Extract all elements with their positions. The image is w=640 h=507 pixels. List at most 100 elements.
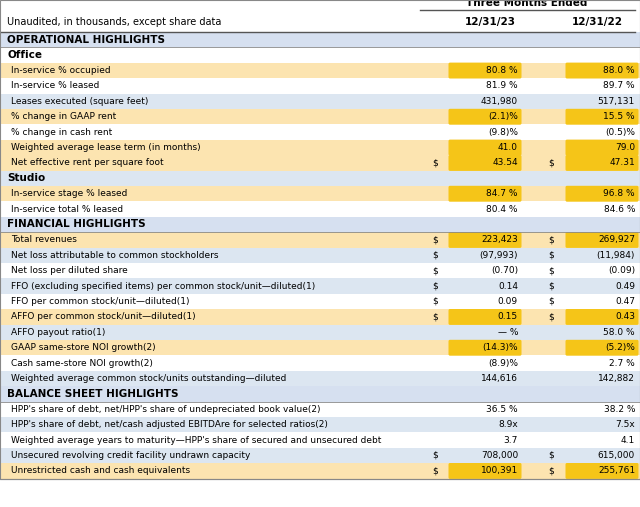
Text: 2.7 %: 2.7 %	[609, 358, 635, 368]
Text: HPP's share of debt, net/cash adjusted EBITDAre for selected ratios(2): HPP's share of debt, net/cash adjusted E…	[11, 420, 328, 429]
Text: $: $	[432, 281, 438, 291]
Text: Net effective rent per square foot: Net effective rent per square foot	[11, 158, 164, 167]
Text: 84.7 %: 84.7 %	[486, 189, 518, 198]
Bar	[0, 232, 640, 247]
Text: 708,000: 708,000	[481, 451, 518, 460]
Text: 58.0 %: 58.0 %	[604, 328, 635, 337]
Text: AFFO per common stock/unit—diluted(1): AFFO per common stock/unit—diluted(1)	[11, 312, 196, 321]
Text: Cash same-store NOI growth(2): Cash same-store NOI growth(2)	[11, 358, 153, 368]
Text: 7.5x: 7.5x	[615, 420, 635, 429]
Text: 12/31/22: 12/31/22	[572, 17, 623, 27]
Bar	[0, 355, 640, 371]
Text: (0.09): (0.09)	[608, 266, 635, 275]
Text: % change in cash rent: % change in cash rent	[11, 128, 112, 136]
Bar	[0, 463, 640, 479]
Text: FINANCIAL HIGHLIGHTS: FINANCIAL HIGHLIGHTS	[7, 220, 146, 230]
Text: 0.14: 0.14	[498, 281, 518, 291]
Bar	[0, 109, 640, 124]
Text: 144,616: 144,616	[481, 374, 518, 383]
Text: Three Months Ended: Three Months Ended	[467, 0, 588, 8]
Text: Weighted average years to maturity—HPP's share of secured and unsecured debt: Weighted average years to maturity—HPP's…	[11, 436, 381, 445]
FancyBboxPatch shape	[566, 340, 639, 356]
Text: 38.2 %: 38.2 %	[604, 405, 635, 414]
FancyBboxPatch shape	[449, 139, 522, 156]
FancyBboxPatch shape	[449, 186, 522, 202]
Text: (0.70): (0.70)	[491, 266, 518, 275]
Text: 79.0: 79.0	[615, 143, 635, 152]
Text: $: $	[432, 312, 438, 321]
Text: 615,000: 615,000	[598, 451, 635, 460]
Text: In-service % occupied: In-service % occupied	[11, 66, 111, 75]
Text: 36.5 %: 36.5 %	[486, 405, 518, 414]
Text: FFO per common stock/unit—diluted(1): FFO per common stock/unit—diluted(1)	[11, 297, 189, 306]
Text: $: $	[548, 281, 554, 291]
Text: $: $	[432, 297, 438, 306]
Text: Office: Office	[7, 50, 42, 60]
Text: Leases executed (square feet): Leases executed (square feet)	[11, 97, 148, 106]
Text: $: $	[548, 235, 554, 244]
Text: $: $	[548, 466, 554, 476]
Text: 0.49: 0.49	[615, 281, 635, 291]
Text: (14.3)%: (14.3)%	[483, 343, 518, 352]
Text: 80.4 %: 80.4 %	[486, 205, 518, 213]
FancyBboxPatch shape	[566, 139, 639, 156]
Text: Unrestricted cash and cash equivalents: Unrestricted cash and cash equivalents	[11, 466, 190, 476]
Bar	[0, 170, 640, 186]
Text: 0.43: 0.43	[615, 312, 635, 321]
FancyBboxPatch shape	[566, 109, 639, 125]
Bar	[0, 263, 640, 278]
Bar	[0, 47, 640, 63]
Text: $: $	[548, 158, 554, 167]
Bar	[0, 186, 640, 201]
Bar	[0, 324, 640, 340]
Text: $: $	[432, 266, 438, 275]
Text: In-service stage % leased: In-service stage % leased	[11, 189, 127, 198]
Bar	[0, 217, 640, 232]
Text: GAAP same-store NOI growth(2): GAAP same-store NOI growth(2)	[11, 343, 156, 352]
FancyBboxPatch shape	[566, 463, 639, 479]
Bar	[0, 309, 640, 324]
Bar	[0, 155, 640, 170]
Bar	[0, 294, 640, 309]
Bar	[0, 140, 640, 155]
Bar	[0, 432, 640, 448]
FancyBboxPatch shape	[449, 155, 522, 171]
Text: (8.9)%: (8.9)%	[488, 358, 518, 368]
Text: 100,391: 100,391	[481, 466, 518, 476]
Text: 223,423: 223,423	[481, 235, 518, 244]
Bar	[0, 78, 640, 94]
Text: BALANCE SHEET HIGHLIGHTS: BALANCE SHEET HIGHLIGHTS	[7, 389, 179, 399]
Text: 0.09: 0.09	[498, 297, 518, 306]
Bar	[0, 386, 640, 402]
Bar	[0, 94, 640, 109]
Text: 517,131: 517,131	[598, 97, 635, 106]
Text: $: $	[432, 251, 438, 260]
Text: OPERATIONAL HIGHLIGHTS: OPERATIONAL HIGHLIGHTS	[7, 34, 165, 45]
Text: 80.8 %: 80.8 %	[486, 66, 518, 75]
Text: % change in GAAP rent: % change in GAAP rent	[11, 112, 116, 121]
Text: 41.0: 41.0	[498, 143, 518, 152]
Text: 12/31/23: 12/31/23	[465, 17, 515, 27]
Text: Net loss per diluted share: Net loss per diluted share	[11, 266, 128, 275]
Text: $: $	[548, 251, 554, 260]
FancyBboxPatch shape	[566, 186, 639, 202]
Text: Unaudited, in thousands, except share data: Unaudited, in thousands, except share da…	[7, 17, 221, 27]
FancyBboxPatch shape	[566, 232, 639, 248]
Bar	[0, 340, 640, 355]
Bar	[0, 201, 640, 217]
Text: 431,980: 431,980	[481, 97, 518, 106]
Text: Net loss attributable to common stockholders: Net loss attributable to common stockhol…	[11, 251, 218, 260]
Text: Unsecured revolving credit facility undrawn capacity: Unsecured revolving credit facility undr…	[11, 451, 250, 460]
Bar	[0, 278, 640, 294]
Bar	[0, 124, 640, 140]
Text: 15.5 %: 15.5 %	[604, 112, 635, 121]
Text: $: $	[548, 451, 554, 460]
Text: Weighted average common stock/units outstanding—diluted: Weighted average common stock/units outs…	[11, 374, 286, 383]
Text: $: $	[432, 451, 438, 460]
FancyBboxPatch shape	[449, 340, 522, 356]
Text: In-service % leased: In-service % leased	[11, 82, 99, 90]
Text: 255,761: 255,761	[598, 466, 635, 476]
Bar	[0, 247, 640, 263]
FancyBboxPatch shape	[449, 109, 522, 125]
FancyBboxPatch shape	[449, 62, 522, 79]
